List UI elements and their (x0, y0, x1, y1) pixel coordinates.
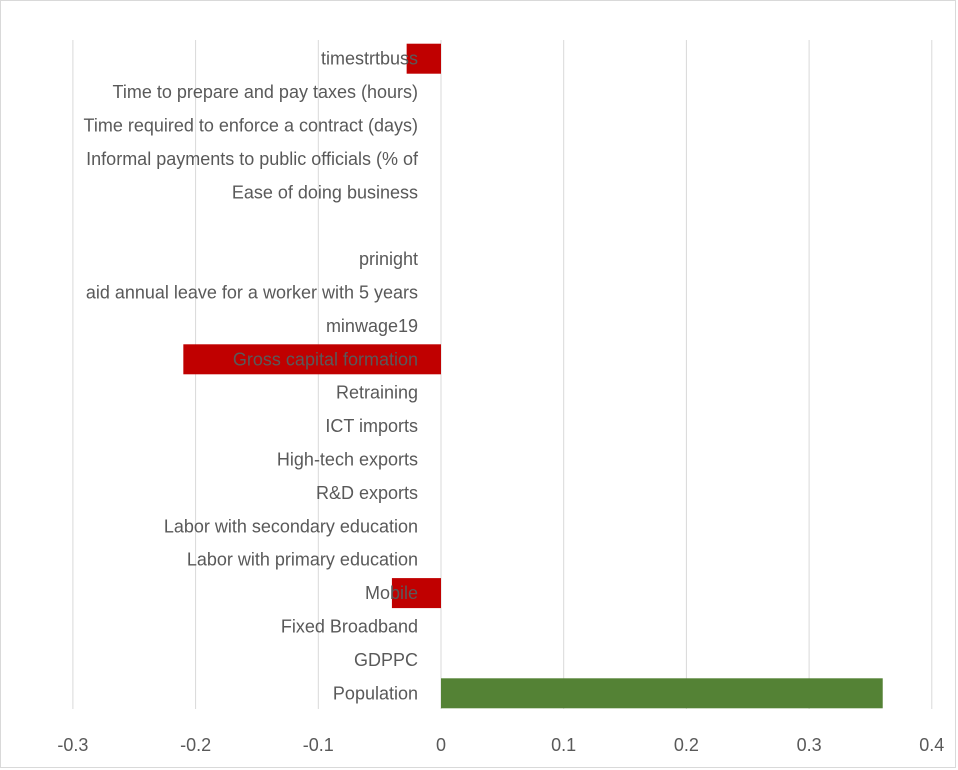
bar (183, 344, 441, 375)
category-label: Fixed Broadband (281, 617, 418, 637)
x-tick-label: 0 (436, 735, 446, 755)
gridlines (72, 40, 933, 709)
category-label: Retraining (336, 383, 418, 403)
category-label: minwage19 (326, 316, 418, 336)
category-label: timestrtbuss (321, 49, 418, 69)
category-label: Labor with primary education (187, 550, 418, 570)
x-tick-label: 0.4 (919, 735, 944, 755)
x-tick-label: -0.2 (180, 735, 211, 755)
x-tick-label: 0.2 (674, 735, 699, 755)
category-label: aid annual leave for a worker with 5 yea… (86, 283, 418, 303)
category-label: ICT imports (325, 416, 418, 436)
category-label: Informal payments to public officials (%… (86, 149, 419, 169)
x-tick-label: 0.3 (797, 735, 822, 755)
bar (441, 678, 883, 709)
bar (391, 578, 441, 609)
x-tick-label: -0.3 (57, 735, 88, 755)
category-label: GDPPC (354, 650, 418, 670)
x-tick-label: 0.1 (551, 735, 576, 755)
category-label: Labor with secondary education (164, 516, 418, 536)
category-label: Population (333, 683, 418, 703)
bars (183, 43, 883, 709)
category-label: prinight (359, 249, 418, 269)
category-label: Mobile (365, 583, 418, 603)
bar (406, 43, 441, 74)
category-label: Gross capital formation (233, 349, 418, 369)
category-label: High-tech exports (277, 450, 418, 470)
category-labels: timestrtbuss Time to prepare and pay taxe… (84, 49, 419, 704)
category-label: Time to prepare and pay taxes (hours) (113, 82, 418, 102)
category-label: Ease of doing business (232, 182, 418, 202)
x-tick-label: -0.1 (303, 735, 334, 755)
category-label: R&D exports (316, 483, 418, 503)
x-axis-tick-labels: -0.3 -0.2 -0.1 0 0.1 0.2 0.3 0.4 (57, 735, 944, 755)
category-label: Time required to enforce a contract (day… (84, 116, 418, 136)
